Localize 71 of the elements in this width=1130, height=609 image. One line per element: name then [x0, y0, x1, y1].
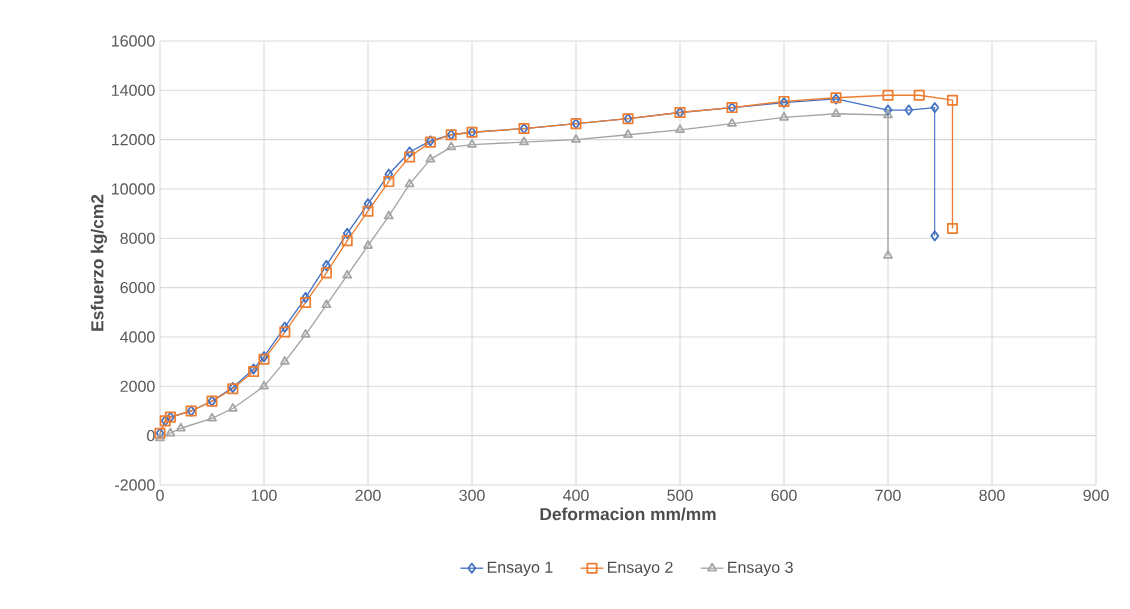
y-tick-label: 0	[147, 429, 155, 442]
point	[904, 104, 914, 116]
point	[913, 89, 925, 101]
point	[341, 235, 353, 247]
legend-label: Ensayo 2	[608, 561, 673, 577]
legend-label: Ensayo 1	[487, 561, 553, 577]
point	[831, 108, 841, 117]
x-tick-label: 200	[355, 489, 381, 502]
x-tick-label: 900	[1083, 489, 1109, 502]
point	[446, 141, 457, 151]
point	[320, 267, 332, 279]
point	[946, 222, 959, 234]
point	[883, 104, 893, 116]
x-tick-label: 300	[459, 489, 485, 502]
y-axis-title: Esfuerzo kg/cm2	[90, 194, 107, 331]
x-tick-label: 400	[563, 489, 589, 502]
x-tick-label: 700	[875, 489, 901, 502]
point	[467, 139, 477, 148]
point	[404, 151, 416, 163]
point	[279, 356, 290, 365]
point	[883, 109, 893, 119]
point	[623, 129, 633, 138]
point	[727, 118, 737, 127]
y-tick-label: 4000	[120, 331, 155, 343]
point	[883, 250, 893, 259]
y-tick-label: 2000	[120, 380, 155, 392]
point	[383, 210, 394, 220]
point	[259, 380, 269, 390]
point	[405, 146, 414, 158]
point	[571, 134, 581, 143]
point	[207, 412, 217, 422]
x-tick-label: 500	[667, 489, 693, 502]
point	[155, 432, 165, 442]
x-tick-label: 800	[979, 489, 1005, 502]
y-tick-label: 16000	[112, 35, 155, 47]
x-axis-title: Deformacion mm/mm	[540, 507, 716, 521]
point	[882, 89, 894, 101]
point	[930, 230, 940, 242]
point	[362, 205, 374, 217]
y-tick-label: 14000	[112, 84, 155, 96]
point	[165, 427, 176, 437]
point	[384, 168, 394, 180]
x-tick-label: 0	[156, 489, 164, 502]
point	[383, 176, 395, 188]
x-tick-label: 600	[771, 489, 797, 502]
point	[425, 153, 436, 163]
point	[404, 178, 415, 188]
point	[322, 259, 331, 271]
point	[363, 240, 373, 249]
point	[227, 402, 238, 412]
point	[321, 299, 332, 309]
point	[280, 321, 290, 333]
point	[342, 227, 352, 239]
point	[363, 198, 373, 210]
point	[300, 296, 312, 308]
point	[279, 326, 291, 338]
point	[175, 422, 186, 432]
point	[675, 124, 685, 133]
y-tick-label: 8000	[120, 232, 155, 244]
y-tick-label: 12000	[112, 134, 155, 146]
x-tick-label: 100	[251, 489, 277, 502]
point	[946, 94, 959, 106]
legend-label: Ensayo 3	[728, 561, 793, 577]
point	[779, 111, 789, 121]
y-tick-label: -2000	[115, 479, 155, 491]
point	[519, 136, 529, 146]
y-tick-label: 10000	[112, 183, 155, 195]
point	[342, 269, 353, 279]
point	[930, 102, 940, 114]
y-tick-label: 6000	[120, 281, 155, 294]
point	[300, 328, 311, 338]
